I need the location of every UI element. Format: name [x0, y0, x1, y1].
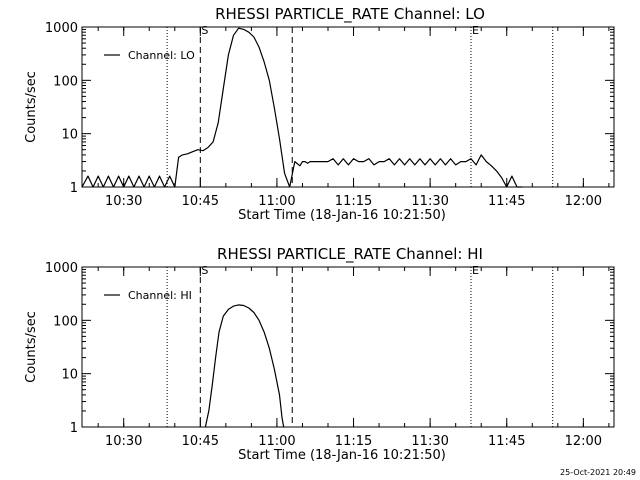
panel2-vline-label: S — [201, 264, 208, 277]
panel2-y-tick-label: 100 — [53, 314, 78, 329]
panel1-x-axis-label: Start Time (18-Jan-16 10:21:50) — [238, 208, 446, 223]
panel2-x-tick-label: 10:30 — [105, 434, 142, 449]
panel1-y-axis-label: Counts/sec — [24, 71, 39, 143]
panel1-x-tick-label: 11:00 — [258, 194, 295, 209]
panel1-vline-label: S — [201, 24, 208, 37]
panel1-x-tick-label: 11:15 — [335, 194, 372, 209]
panel1-y-tick-label: 1000 — [45, 21, 78, 36]
panel2-series-line — [204, 304, 285, 428]
panel1-x-tick-label: 12:00 — [565, 194, 602, 209]
panel2-y-axis-label: Counts/sec — [24, 311, 39, 383]
panel2-x-tick-label: 10:45 — [182, 434, 219, 449]
panel2-legend-label: Channel: HI — [128, 289, 192, 302]
panel2-x-tick-label: 11:30 — [411, 434, 448, 449]
panel1-vline-label: E — [472, 24, 479, 37]
panel1-x-tick-label: 10:30 — [105, 194, 142, 209]
panel2-x-tick-label: 11:00 — [258, 434, 295, 449]
panel2-x-tick-label: 11:15 — [335, 434, 372, 449]
panel1-frame — [81, 26, 615, 188]
panel1-title: RHESSI PARTICLE_RATE Channel: LO — [215, 5, 485, 24]
panel2-frame — [81, 266, 615, 428]
panel1-x-tick-label: 11:30 — [411, 194, 448, 209]
panel1-x-tick-label: 10:45 — [182, 194, 219, 209]
panel1-y-tick-label: 10 — [61, 128, 78, 143]
panel1-y-tick-label: 100 — [53, 74, 78, 89]
panel2-title: RHESSI PARTICLE_RATE Channel: HI — [217, 245, 483, 264]
panel1-y-tick-label: 1 — [70, 181, 78, 196]
footer-timestamp: 25-Oct-2021 20:49 — [560, 468, 636, 477]
panel2-vline-label: E — [472, 264, 479, 277]
panel2-y-tick-label: 1 — [70, 421, 78, 436]
panel2-x-tick-label: 12:00 — [565, 434, 602, 449]
panel1-legend-label: Channel: LO — [128, 49, 195, 62]
panel1-series-line — [81, 27, 523, 188]
panel2-y-tick-label: 1000 — [45, 261, 78, 276]
panel2-x-tick-label: 11:45 — [488, 434, 525, 449]
panel1-x-tick-label: 11:45 — [488, 194, 525, 209]
panel2-y-tick-label: 10 — [61, 368, 78, 383]
panel2-x-axis-label: Start Time (18-Jan-16 10:21:50) — [238, 448, 446, 463]
